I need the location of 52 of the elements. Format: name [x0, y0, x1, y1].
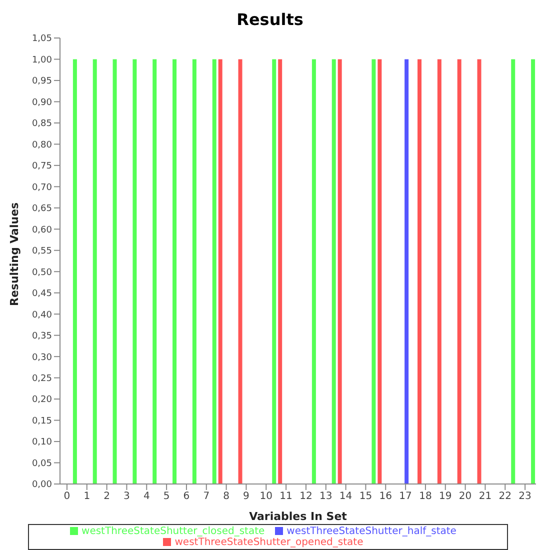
y-tick-label: 0,65	[32, 204, 52, 214]
x-tick-label: 5	[163, 491, 170, 502]
x-tick-label: 10	[260, 491, 272, 502]
y-tick-label: 0,40	[32, 310, 52, 320]
x-tick-label: 11	[280, 491, 292, 502]
x-tick-label: 1	[84, 491, 90, 502]
x-tick-label: 13	[320, 491, 332, 502]
x-tick-label: 16	[379, 491, 392, 502]
x-tick-label: 8	[223, 491, 230, 502]
x-tick-label: 12	[300, 491, 312, 502]
x-tick-label: 3	[124, 491, 130, 502]
y-tick-label: 1,00	[32, 55, 52, 66]
legend-label: westThreeStateShutter_closed_state	[82, 526, 265, 537]
x-tick-label: 14	[339, 491, 352, 502]
y-tick-label: 0,50	[32, 268, 52, 278]
x-tick-label: 2	[104, 491, 110, 502]
y-tick-label: 0,90	[32, 98, 52, 108]
x-tick-label: 19	[439, 491, 452, 502]
x-tick-label: 18	[419, 491, 432, 502]
y-tick-label: 0,10	[32, 438, 52, 448]
y-tick-label: 0,45	[32, 289, 52, 300]
x-tick-label: 9	[243, 491, 250, 502]
y-tick-label: 0,00	[32, 480, 52, 490]
x-tick-label: 4	[143, 491, 150, 502]
y-tick-label: 0,05	[32, 458, 52, 469]
x-tick-label: 20	[458, 491, 472, 502]
x-tick-label: 15	[359, 491, 372, 502]
y-tick-label: 0,75	[32, 162, 52, 172]
y-tick-label: 0,20	[32, 395, 52, 406]
x-tick-label: 23	[518, 491, 532, 502]
x-tick-label: 22	[498, 491, 512, 502]
x-tick-label: 21	[478, 491, 492, 502]
x-tick-label: 6	[183, 491, 190, 502]
y-tick-label: 0,55	[32, 246, 52, 257]
y-axis-title: Resulting Values	[8, 202, 21, 306]
x-tick-label: 7	[203, 491, 210, 502]
x-tick-label: 17	[399, 491, 412, 502]
y-tick-label: 0,25	[32, 374, 52, 384]
x-tick-label: 0	[64, 491, 70, 502]
y-tick-label: 0,70	[32, 182, 52, 193]
legend-label: westThreeStateShutter_opened_state	[174, 537, 364, 548]
y-tick-label: 0,30	[32, 352, 52, 363]
y-tick-label: 0,15	[32, 416, 52, 426]
y-tick-label: 0,60	[32, 225, 52, 236]
chart-title: Results	[236, 9, 304, 31]
x-axis-title: Variables In Set	[249, 510, 347, 523]
y-tick-label: 0,35	[32, 332, 52, 342]
y-tick-label: 0,85	[32, 119, 52, 130]
legend-label: westThreeStateShutter_half_state	[286, 526, 456, 537]
y-tick-label: 1,05	[32, 34, 52, 44]
y-tick-label: 0,95	[32, 76, 52, 87]
y-tick-label: 0,80	[32, 140, 52, 150]
